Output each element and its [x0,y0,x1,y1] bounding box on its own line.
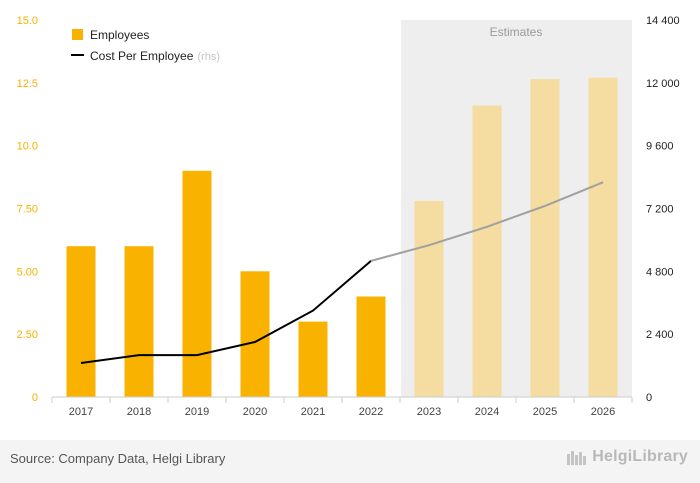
legend-cost-name: Cost Per Employee [90,49,194,63]
bars [66,77,618,398]
bar-2026 [588,77,618,398]
right-tick-label: 9 600 [646,141,674,153]
legend-employees-swatch [72,29,83,40]
estimates-label: Estimates [490,25,543,39]
legend: Employees Cost Per Employee (rhs) [71,28,220,63]
left-tick-label: 7.50 [17,204,38,216]
bar-2021 [298,321,328,397]
x-tick-label-2018: 2018 [127,406,151,418]
cost-line-actual [80,260,372,364]
footer: Source: Company Data, Helgi Library Helg… [0,440,700,483]
bar-2023 [414,201,444,397]
chart: Estimates 2017 2018 2019 2020 2021 2022 2023 20… [17,15,680,418]
right-tick-label: 2 400 [646,329,674,341]
right-tick-label: 12 000 [646,78,680,90]
x-tick-label-2019: 2019 [185,406,209,418]
left-axis-ticks: 0 2.50 5.00 7.50 10.0 12.5 15.0 [17,15,38,404]
legend-employees-label: Employees [90,28,149,42]
bar-2020 [240,271,270,397]
x-ticks: 2017 2018 2019 2020 2021 2022 2023 2024 2025 2026 [51,397,633,418]
bar-2018 [124,246,154,397]
lines [80,181,604,364]
bar-2019 [182,170,212,397]
right-tick-label: 14 400 [646,15,680,27]
library-icon [567,451,587,465]
right-tick-label: 0 [646,392,652,404]
x-tick-label-2025: 2025 [533,406,557,418]
bar-2022 [356,296,386,397]
left-tick-label: 15.0 [17,15,38,27]
bar-2017 [66,246,96,397]
left-tick-label: 12.5 [17,78,38,90]
cost-line-estimate [370,181,604,262]
x-tick-label-2021: 2021 [301,406,325,418]
x-tick-label-2024: 2024 [475,406,499,418]
chart-container: Estimates 2017 2018 2019 2020 2021 2022 2023 20… [17,15,680,418]
x-tick-label-2017: 2017 [69,406,93,418]
x-tick-label-2026: 2026 [591,406,615,418]
legend-cost-label: Cost Per Employee (rhs) [90,49,220,63]
left-tick-label: 0 [32,392,38,404]
bar-2024 [472,105,502,397]
right-tick-label: 7 200 [646,204,674,216]
left-tick-label: 10.0 [17,141,38,153]
x-tick-label-2023: 2023 [417,406,441,418]
x-tick-label-2020: 2020 [243,406,267,418]
right-tick-label: 4 800 [646,266,674,278]
logo-text: HelgiLibrary [592,448,688,465]
legend-cost-suffix: (rhs) [197,51,220,63]
helgi-library-logo: HelgiLibrary [566,448,688,466]
left-tick-label: 5.00 [17,266,38,278]
right-axis-ticks: 0 2 400 4 800 7 200 9 600 12 000 14 400 [646,15,680,404]
source-text: Source: Company Data, Helgi Library [10,451,226,466]
left-tick-label: 2.50 [17,329,38,341]
bar-2025 [530,79,560,397]
x-tick-label-2022: 2022 [359,406,383,418]
